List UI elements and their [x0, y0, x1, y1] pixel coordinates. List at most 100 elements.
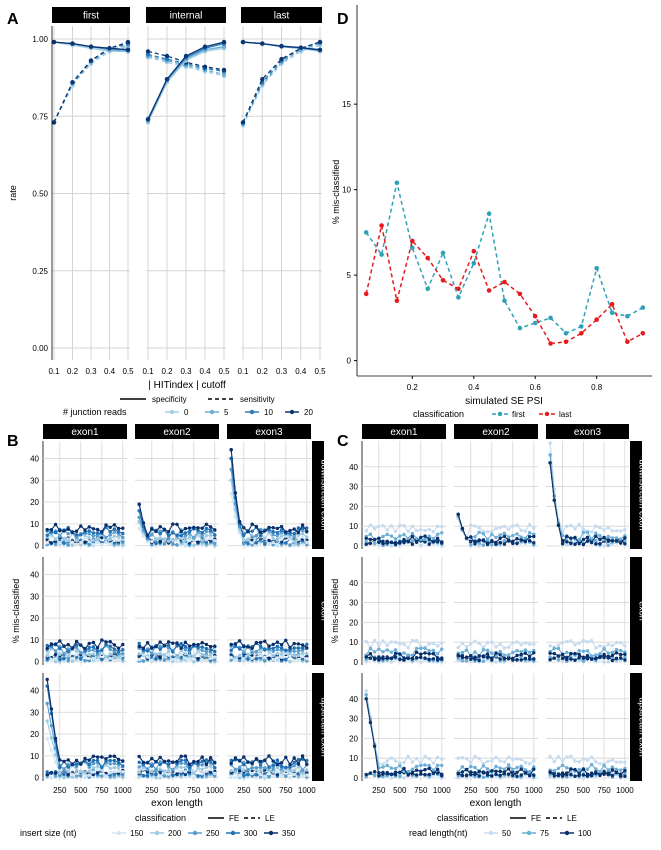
data-point-b: [267, 656, 271, 660]
data-point-c: [519, 650, 523, 654]
x-tick-label-a: 0.3: [180, 367, 192, 376]
data-point-c: [610, 643, 615, 648]
data-point-c: [381, 639, 385, 643]
data-point-c: [527, 770, 532, 774]
data-point-b: [187, 766, 192, 770]
data-point-b: [49, 776, 54, 780]
data-point-c: [372, 770, 377, 774]
data-point-c: [490, 640, 494, 644]
data-point-b: [258, 763, 263, 767]
data-point-c: [498, 766, 502, 770]
data-point-b: [104, 640, 108, 644]
data-point-b: [104, 540, 108, 544]
y-axis-label-a: rate: [8, 185, 18, 201]
data-point-c: [494, 540, 498, 545]
data-point-c: [406, 540, 410, 544]
data-point-b: [53, 657, 58, 661]
data-point-b: [137, 754, 141, 759]
data-point-c: [569, 657, 573, 661]
data-point-c: [577, 641, 581, 645]
data-point-b: [70, 543, 75, 547]
data-point-b: [158, 644, 162, 649]
data-point-b: [87, 529, 91, 533]
data-point-b: [116, 530, 121, 534]
data-point-b: [275, 538, 280, 542]
data-point-b: [171, 641, 175, 645]
data-point-c: [423, 534, 427, 538]
data-point-c: [506, 527, 511, 531]
data-point-c: [602, 544, 606, 548]
data-point-b: [263, 766, 267, 770]
data-point-b: [242, 657, 246, 661]
data-point-b: [292, 641, 296, 646]
data-point-c: [527, 654, 532, 658]
data-point-b: [58, 541, 62, 545]
data-point-c: [464, 776, 469, 780]
data-point-c: [519, 643, 523, 647]
data-point-c: [393, 648, 398, 652]
data-point-b: [187, 535, 192, 539]
data-point-c: [402, 524, 406, 528]
data-point-c: [614, 651, 619, 655]
data-point-b: [279, 528, 284, 532]
data-point-b: [183, 640, 188, 644]
data-point-b: [233, 767, 238, 772]
data-point-c: [402, 656, 406, 660]
data-point-c: [585, 649, 590, 653]
data-point-b: [112, 647, 117, 651]
data-point-b: [87, 525, 91, 529]
legend-label-c-75: 75: [540, 829, 549, 838]
data-point-c: [381, 657, 385, 661]
data-point-b: [91, 754, 96, 758]
data-point-a: [221, 39, 227, 45]
data-point-b: [162, 759, 167, 764]
x-tick-label-a: 0.4: [199, 367, 211, 376]
data-point-b: [196, 759, 200, 764]
data-point-b: [104, 759, 108, 763]
data-point-b: [166, 762, 171, 767]
data-point-b: [162, 658, 167, 662]
data-point-c: [614, 647, 619, 652]
data-point-c: [585, 758, 590, 762]
data-point-c: [372, 638, 377, 643]
data-point-c: [485, 648, 490, 652]
data-point-b: [279, 764, 284, 768]
data-point-c: [481, 538, 486, 542]
data-point-c: [623, 542, 627, 546]
data-point-c: [494, 660, 498, 664]
data-point-b: [79, 533, 83, 537]
data-point-c: [477, 530, 481, 534]
data-point-c: [502, 656, 507, 660]
data-point-c: [523, 641, 528, 645]
data-point-c: [460, 770, 465, 774]
data-point-b: [250, 651, 254, 655]
data-point-b: [229, 774, 233, 778]
data-point-c: [427, 537, 431, 541]
data-point-c: [548, 775, 552, 779]
data-point-b: [53, 537, 58, 541]
data-point-b: [200, 530, 204, 535]
legend-key-point-b: [154, 830, 160, 836]
data-point-b: [112, 658, 117, 663]
data-point-c: [602, 769, 606, 774]
data-point-d-first: [379, 252, 384, 257]
data-point-c: [477, 544, 481, 548]
data-point-b: [45, 654, 49, 658]
y-tick-label-d: 15: [342, 100, 351, 109]
data-point-c: [419, 769, 423, 773]
data-point-b: [141, 659, 146, 663]
data-point-c: [569, 754, 573, 758]
data-point-c: [469, 523, 473, 527]
data-point-c: [527, 774, 532, 778]
data-point-b: [300, 651, 305, 656]
data-point-c: [423, 651, 427, 655]
data-point-b: [87, 641, 91, 646]
data-point-b: [196, 645, 200, 649]
data-point-b: [116, 766, 121, 770]
data-point-b: [271, 770, 275, 774]
data-point-b: [233, 655, 238, 659]
data-point-b: [121, 652, 125, 656]
data-point-b: [229, 655, 233, 660]
data-point-c: [427, 652, 431, 656]
data-point-b: [196, 762, 200, 766]
